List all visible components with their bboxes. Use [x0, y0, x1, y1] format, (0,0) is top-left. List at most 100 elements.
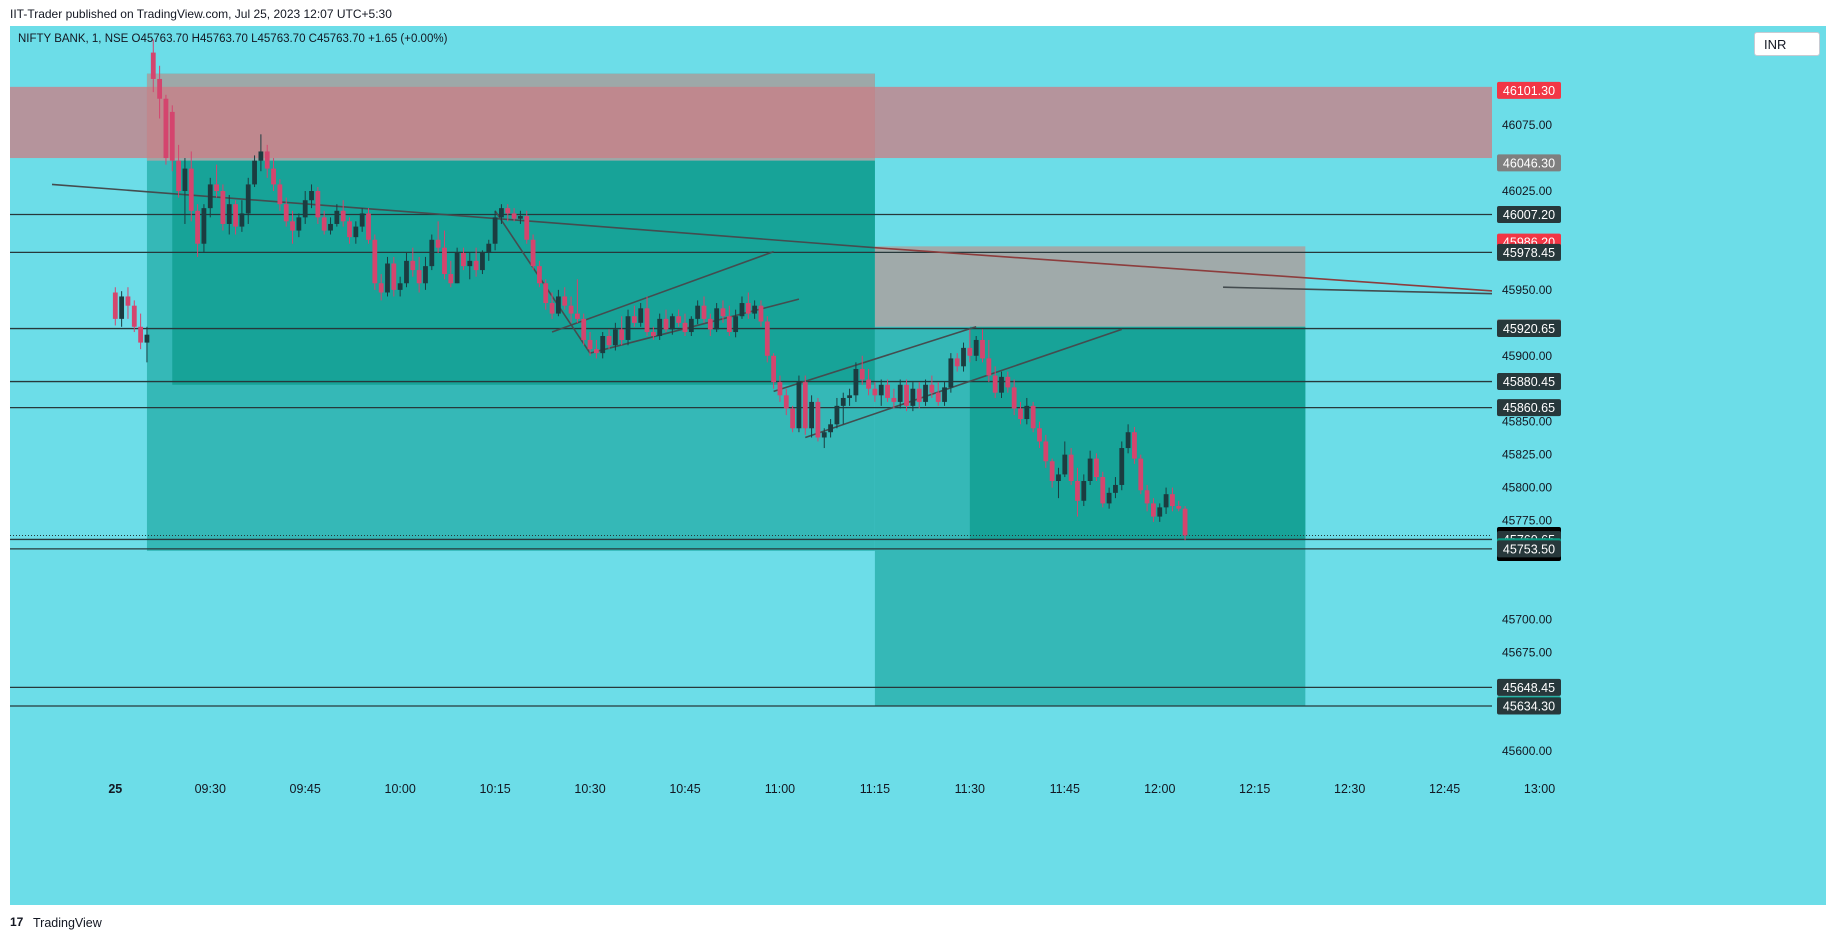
candle-body [125, 296, 131, 306]
price-tag-value: 45860.65 [1503, 401, 1555, 415]
candle-body [220, 191, 226, 224]
candle-body [543, 283, 549, 304]
candle-body [777, 382, 783, 396]
candle-body [758, 305, 764, 322]
price-tag-bg [1497, 320, 1561, 338]
candle-body [600, 336, 606, 354]
candle-body [625, 316, 631, 340]
price-tag-value: 45753.50 [1503, 542, 1555, 556]
channel-upper-1 [551, 250, 774, 333]
candle-body [574, 313, 580, 319]
candle-body [410, 260, 416, 271]
candle-body [1062, 454, 1068, 475]
candle-body [695, 305, 701, 319]
candle-body [530, 239, 536, 267]
candle-body [980, 339, 985, 359]
candle-body [296, 217, 302, 231]
symbol-ohlc-legend: NIFTY BANK, 1, NSE O45763.70 H45763.70 L… [18, 33, 448, 45]
candle-body [916, 388, 922, 402]
candle-body [992, 375, 998, 393]
candle-body [878, 384, 884, 396]
candle-body [467, 260, 473, 267]
candle-body [505, 208, 511, 214]
candlestick-chart[interactable]: 46075.00 46025.00 45950.00 45900.00 45850.00… [10, 26, 1826, 905]
currency-button[interactable]: INR [1754, 32, 1820, 56]
candle-body [391, 263, 397, 290]
candle-body [783, 395, 789, 409]
candle-body [182, 168, 188, 191]
price-tag-bg [1497, 154, 1561, 172]
candle-body [347, 221, 352, 238]
channel-lower-1 [589, 298, 800, 354]
candle-body [752, 305, 758, 314]
candle-body [1043, 441, 1049, 462]
price-tag: 45648.45 [1497, 678, 1561, 696]
candle-body [701, 305, 707, 319]
candle-body [366, 213, 371, 240]
candle-body [771, 355, 777, 383]
candle-body [885, 384, 890, 398]
time-tick-label: 11:45 [1050, 782, 1080, 796]
candle-body [733, 316, 739, 333]
candle-body [1119, 448, 1125, 485]
candle-body [163, 98, 169, 159]
candle-body [378, 283, 384, 293]
candle-body [1094, 458, 1099, 478]
candle-body [435, 239, 441, 248]
candle-body [201, 208, 207, 244]
time-tick-label: 09:30 [195, 782, 226, 796]
candle-body [277, 184, 283, 205]
candle-body [948, 358, 954, 388]
candle-body [1005, 376, 1011, 388]
candle-body [967, 347, 973, 356]
candle-body [866, 379, 871, 389]
candle-body [1075, 481, 1080, 501]
candle-body [511, 213, 517, 219]
candle-body [593, 349, 599, 354]
price-tick-label: 45900.00 [1502, 349, 1552, 363]
candle-body [821, 432, 827, 438]
candle-body [815, 401, 821, 438]
stop-zone-gray-2 [874, 246, 1306, 327]
candle-body [157, 78, 163, 99]
candle-body [119, 296, 125, 319]
trendline-red [874, 246, 1553, 296]
candle-body [150, 52, 156, 79]
chart-pane[interactable]: NIFTY BANK, 1, NSE O45763.70 H45763.70 L… [10, 26, 1826, 905]
candle-body [1037, 428, 1042, 442]
price-tag: 46101.30 [1497, 81, 1561, 99]
price-tag-value: 45634.30 [1503, 700, 1555, 714]
candle-body [853, 368, 859, 396]
price-tag-bg [1497, 678, 1561, 696]
candle-body [1182, 508, 1188, 536]
time-tick-label: 25 [108, 782, 122, 796]
candle-body [840, 397, 846, 406]
candle-body [404, 260, 409, 284]
price-tag: 46046.30 [1497, 154, 1561, 172]
time-tick-label: 10:00 [385, 782, 416, 796]
candle-body [499, 208, 504, 218]
price-tag-value: 45648.45 [1503, 681, 1555, 695]
candle-body [454, 252, 460, 284]
candle-body [676, 316, 682, 323]
candle-body [929, 384, 935, 393]
candle-body [739, 303, 745, 317]
candle-body [188, 168, 194, 211]
candle-body [1068, 454, 1074, 481]
candle-body [283, 204, 289, 222]
candle-body [1011, 387, 1017, 409]
time-tick-label: 12:45 [1429, 782, 1460, 796]
footer: 17 TradingView [0, 905, 1835, 939]
candle-body [802, 382, 808, 429]
candle-body [809, 401, 814, 429]
candle-body [549, 303, 555, 314]
price-tag: 46007.20 [1497, 205, 1561, 223]
candle-body [233, 204, 238, 227]
candle-body [1018, 408, 1023, 420]
candle-body [935, 392, 941, 402]
candle-body [1176, 506, 1182, 509]
candle-body [245, 184, 251, 214]
candle-body [423, 266, 428, 284]
candle-body [726, 316, 732, 333]
candle-body [872, 388, 878, 396]
